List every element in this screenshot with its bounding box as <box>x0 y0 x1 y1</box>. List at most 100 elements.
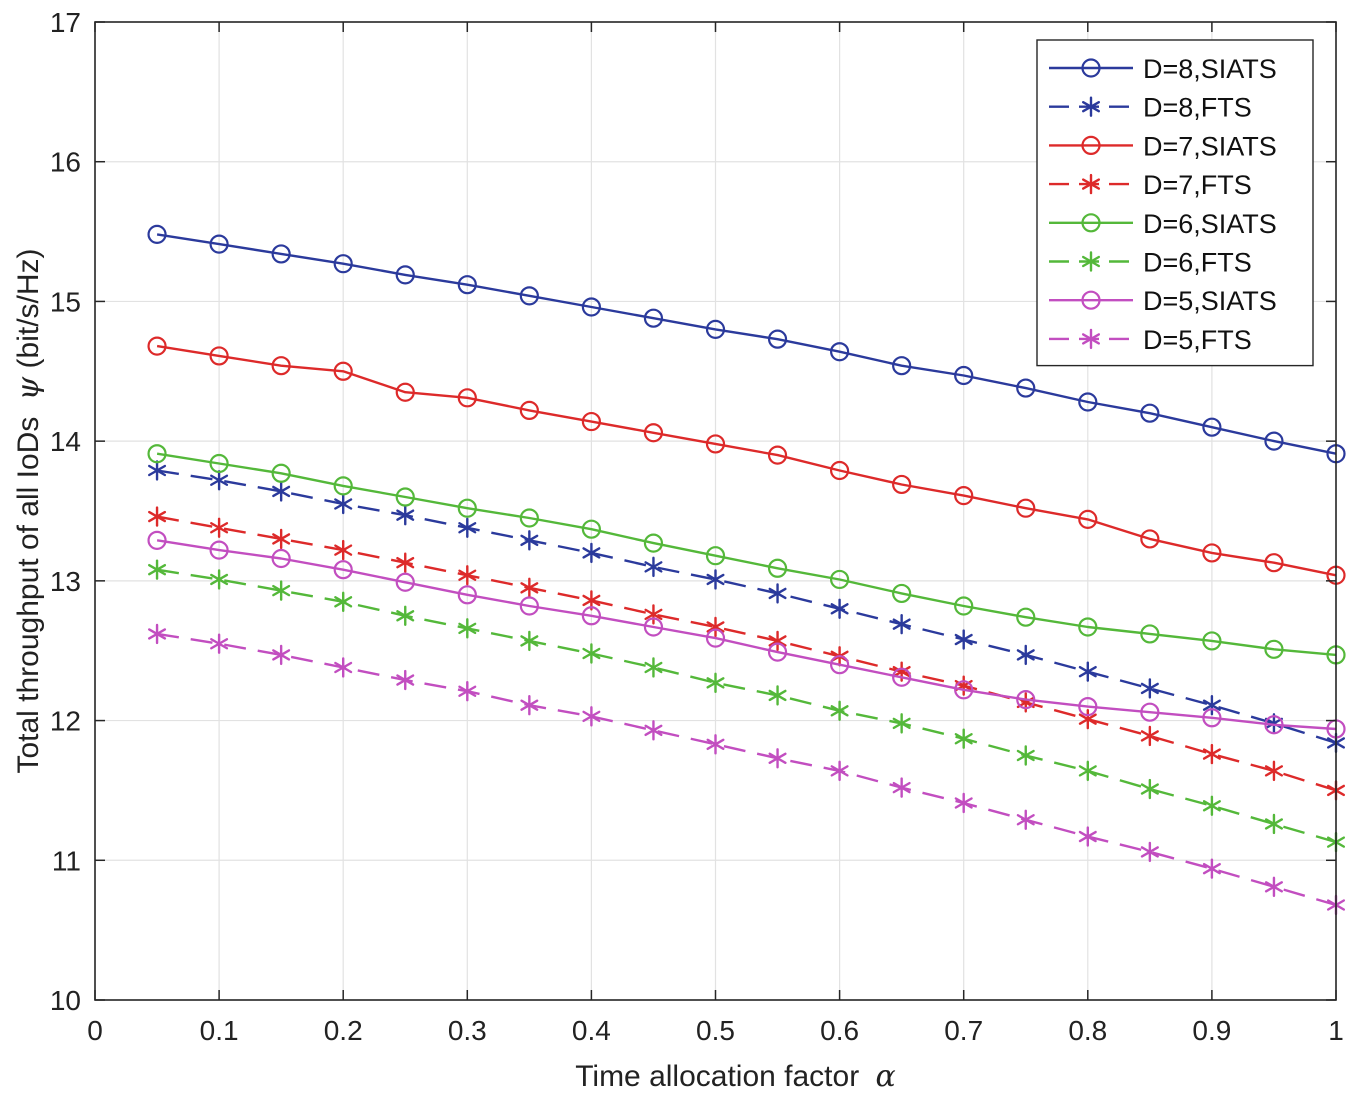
marker-stroke <box>954 633 973 646</box>
legend-label: D=7,FTS <box>1143 170 1252 200</box>
x-tick-label: 0.5 <box>696 1015 735 1046</box>
data-point-d-6-fts <box>148 559 167 580</box>
marker-stroke <box>458 685 477 697</box>
x-axis-title-text: Time allocation factor <box>575 1060 859 1093</box>
legend-item-d-8-siats[interactable]: D=8,SIATS <box>1049 54 1277 84</box>
marker-stroke <box>272 485 291 498</box>
marker-stroke <box>706 621 725 633</box>
marker-stroke <box>1016 814 1035 826</box>
data-point-d-6-siats <box>1264 639 1284 659</box>
data-point-d-6-siats <box>581 519 602 539</box>
y-axis-unit: (bit/s/Hz) <box>12 248 45 368</box>
marker-stroke <box>1081 255 1101 268</box>
y-tick-label: 10 <box>50 985 81 1016</box>
data-point-d-6-fts <box>1264 813 1283 835</box>
data-point-d-6-siats <box>1140 624 1160 644</box>
data-point-d-7-siats <box>705 434 726 454</box>
marker-stroke <box>334 596 353 608</box>
data-point-d-8-siats <box>829 342 850 362</box>
marker-stroke <box>396 509 415 521</box>
legend-item-d-5-siats[interactable]: D=5,SIATS <box>1049 286 1277 316</box>
data-point-d-6-fts <box>272 580 291 601</box>
marker-stroke <box>706 677 725 689</box>
marker-stroke <box>334 498 353 510</box>
y-axis-title: Total throughput of all IoDs ψ (bit/s/Hz… <box>11 248 46 773</box>
marker-stroke <box>954 797 973 809</box>
x-tick-label: 1 <box>1328 1015 1344 1046</box>
data-point-d-6-siats <box>1202 631 1222 651</box>
data-point-d-8-siats <box>954 365 974 386</box>
data-point-d-8-siats <box>333 254 353 274</box>
legend-item-d-7-siats[interactable]: D=7,SIATS <box>1049 131 1277 161</box>
series-line-d-8-fts <box>156 469 1337 745</box>
marker-stroke <box>1078 765 1097 777</box>
data-point-d-6-fts <box>768 685 787 706</box>
legend-item-d-8-fts[interactable]: D=8,FTS <box>1049 93 1252 123</box>
data-point-d-8-fts <box>582 542 601 564</box>
data-point-d-8-fts <box>396 504 415 526</box>
data-point-d-5-fts <box>334 657 353 678</box>
marker-stroke <box>1264 765 1283 777</box>
series-d-6-siats <box>147 444 1346 665</box>
data-point-d-6-siats <box>643 533 664 553</box>
y-tick-label: 11 <box>52 845 81 876</box>
data-point-d-5-fts <box>644 720 663 741</box>
data-point-d-6-siats <box>271 463 291 483</box>
data-point-d-5-siats <box>767 642 788 662</box>
marker-stroke <box>830 603 849 615</box>
legend-item-d-5-fts[interactable]: D=5,FTS <box>1049 325 1252 355</box>
series-layer <box>147 224 1346 916</box>
legend[interactable]: D=8,SIATS D=8,FTS D=7,SIATS D=7,FTS D=6,SIAT… <box>1036 39 1314 367</box>
legend-item-d-6-fts[interactable]: D=6,FTS <box>1049 248 1252 278</box>
marker-stroke <box>644 724 663 737</box>
x-tick-label: 0.6 <box>820 1015 859 1046</box>
data-point-d-5-siats <box>395 572 415 592</box>
data-point-d-6-siats <box>1016 607 1036 627</box>
marker-stroke <box>1140 682 1159 695</box>
data-point-d-6-fts <box>1016 745 1035 766</box>
data-point-d-5-siats <box>892 667 912 687</box>
data-point-d-6-fts <box>520 630 539 652</box>
marker-stroke <box>830 765 849 777</box>
data-point-d-6-siats <box>829 569 850 590</box>
marker-stroke <box>458 622 477 635</box>
data-point-d-6-fts <box>706 672 725 694</box>
marker-stroke <box>768 689 787 702</box>
legend-marker <box>1081 173 1101 195</box>
x-tick-label: 0.2 <box>324 1015 363 1046</box>
marker-stroke <box>582 547 601 559</box>
data-point-d-5-fts <box>1078 826 1097 847</box>
legend-item-d-7-fts[interactable]: D=7,FTS <box>1049 170 1252 200</box>
data-point-d-7-fts <box>272 528 291 550</box>
data-point-d-8-fts <box>458 517 477 538</box>
series-d-5-siats <box>147 530 1346 739</box>
data-point-d-5-fts <box>458 681 477 702</box>
data-point-d-6-fts <box>1078 760 1097 782</box>
data-point-d-8-fts <box>830 598 849 619</box>
legend-marker <box>1081 328 1101 350</box>
data-point-d-8-siats <box>457 275 477 295</box>
marker-stroke <box>1078 713 1097 725</box>
marker-stroke <box>334 544 353 556</box>
data-point-d-8-siats <box>1016 378 1036 398</box>
data-point-d-6-siats <box>147 444 167 464</box>
legend-label: D=5,FTS <box>1143 325 1252 355</box>
data-point-d-5-fts <box>148 623 167 645</box>
data-point-d-6-siats <box>705 546 726 566</box>
data-point-d-7-fts <box>334 539 353 561</box>
marker-stroke <box>1078 830 1097 843</box>
legend-label: D=8,SIATS <box>1143 54 1277 84</box>
marker-stroke <box>458 569 477 581</box>
data-point-d-8-fts <box>1078 661 1097 682</box>
data-point-d-7-siats <box>147 336 167 356</box>
legend-label: D=6,SIATS <box>1143 209 1277 239</box>
data-point-d-5-fts <box>1202 858 1221 879</box>
data-point-d-5-fts <box>272 644 291 666</box>
marker-stroke <box>768 635 787 647</box>
data-point-d-6-siats <box>1078 617 1098 637</box>
data-point-d-7-siats <box>1264 553 1284 573</box>
data-point-d-7-siats <box>271 356 291 376</box>
series-d-6-fts <box>148 559 1346 853</box>
marker-stroke <box>582 647 601 660</box>
legend-item-d-6-siats[interactable]: D=6,SIATS <box>1049 209 1277 239</box>
